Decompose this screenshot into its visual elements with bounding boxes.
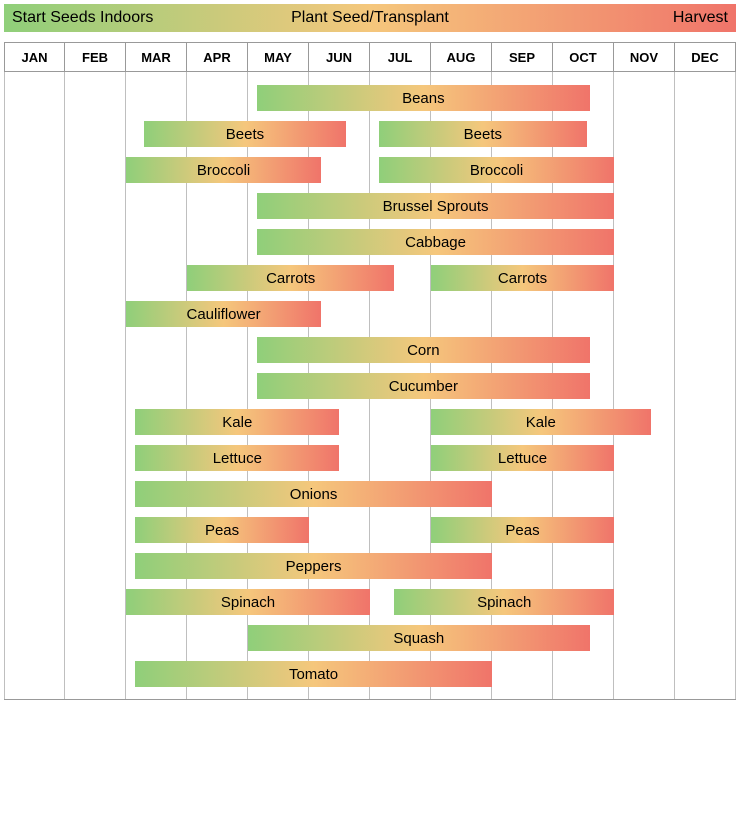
chart-row: Beets Beets (4, 116, 736, 152)
month-header-row: JANFEBMARAPRMAYJUNJULAUGSEPOCTNOVDEC (4, 42, 736, 72)
crop-bar: Cabbage (257, 229, 614, 255)
chart-row: Tomato (4, 656, 736, 692)
chart-row: Cabbage (4, 224, 736, 260)
month-header-cell: MAY (248, 43, 309, 73)
chart-row: Spinach Spinach (4, 584, 736, 620)
crop-bar: Corn (257, 337, 589, 363)
planting-calendar-chart: Start Seeds Indoors Plant Seed/Transplan… (4, 4, 736, 700)
crop-bar: Kale (135, 409, 339, 435)
chart-row: Squash (4, 620, 736, 656)
crop-bar: Carrots (431, 265, 614, 291)
chart-grid-area: Beans Beets Beets Broccoli Broccoli Brussel S… (4, 72, 736, 700)
crop-bar: Peas (431, 517, 614, 543)
crop-bar: Lettuce (431, 445, 614, 471)
chart-row: Peas Peas (4, 512, 736, 548)
crop-bar: Peppers (135, 553, 492, 579)
crop-bar: Broccoli (126, 157, 321, 183)
chart-row: Broccoli Broccoli (4, 152, 736, 188)
crop-bar: Peas (135, 517, 309, 543)
crop-bar: Cauliflower (126, 301, 321, 327)
crop-bar: Lettuce (135, 445, 339, 471)
chart-row: Lettuce Lettuce (4, 440, 736, 476)
crop-bar: Spinach (126, 589, 370, 615)
crop-bar: Squash (248, 625, 590, 651)
crop-bar: Spinach (394, 589, 614, 615)
crop-bar: Tomato (135, 661, 492, 687)
crop-bar: Cucumber (257, 373, 589, 399)
month-header-cell: NOV (614, 43, 675, 73)
month-header-cell: APR (187, 43, 248, 73)
chart-row: Cucumber (4, 368, 736, 404)
chart-row: Cauliflower (4, 296, 736, 332)
crop-bar: Beets (144, 121, 345, 147)
month-header-cell: OCT (553, 43, 614, 73)
month-header-cell: SEP (492, 43, 553, 73)
chart-rows: Beans Beets Beets Broccoli Broccoli Brussel S… (4, 72, 736, 700)
crop-bar: Beets (379, 121, 586, 147)
crop-bar: Kale (431, 409, 651, 435)
month-header-cell: DEC (675, 43, 736, 73)
chart-row: Peppers (4, 548, 736, 584)
chart-row: Beans (4, 80, 736, 116)
crop-bar: Beans (257, 85, 589, 111)
crop-bar: Carrots (187, 265, 394, 291)
crop-bar: Broccoli (379, 157, 614, 183)
chart-row: Corn (4, 332, 736, 368)
legend-label-start: Start Seeds Indoors (12, 9, 153, 27)
legend-bar: Start Seeds Indoors Plant Seed/Transplan… (4, 4, 736, 32)
crop-bar: Onions (135, 481, 492, 507)
month-header-cell: FEB (65, 43, 126, 73)
legend-label-mid: Plant Seed/Transplant (291, 9, 449, 27)
legend-label-end: Harvest (673, 9, 728, 27)
chart-row: Kale Kale (4, 404, 736, 440)
chart-row: Onions (4, 476, 736, 512)
month-header-cell: JAN (4, 43, 65, 73)
chart-row: Brussel Sprouts (4, 188, 736, 224)
month-header-cell: JUL (370, 43, 431, 73)
month-header-cell: AUG (431, 43, 492, 73)
month-header-cell: MAR (126, 43, 187, 73)
crop-bar: Brussel Sprouts (257, 193, 614, 219)
month-header-cell: JUN (309, 43, 370, 73)
chart-row: Carrots Carrots (4, 260, 736, 296)
